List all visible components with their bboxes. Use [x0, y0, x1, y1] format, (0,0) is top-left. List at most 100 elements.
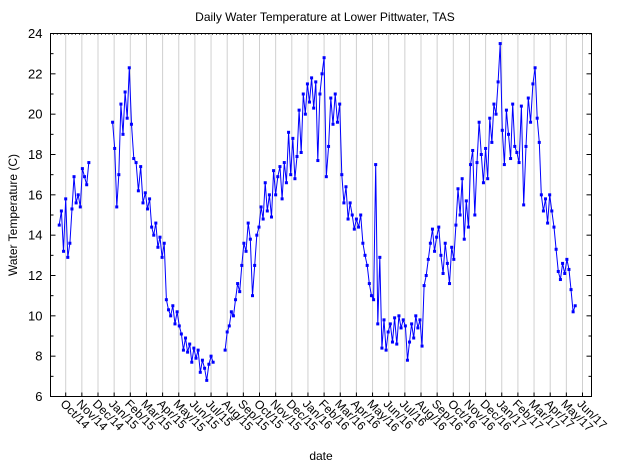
data-point — [481, 181, 485, 185]
data-point — [205, 378, 209, 382]
data-point — [242, 241, 246, 245]
data-point — [359, 213, 363, 217]
data-point — [70, 207, 74, 211]
data-point — [352, 227, 356, 231]
data-point — [403, 324, 407, 328]
data-series — [57, 42, 577, 382]
data-point — [291, 136, 295, 140]
data-point — [154, 221, 158, 225]
data-point — [410, 322, 414, 326]
data-point — [305, 82, 309, 86]
data-point — [308, 100, 312, 104]
data-point — [329, 96, 333, 100]
data-point — [498, 42, 502, 46]
data-point — [340, 173, 344, 177]
data-point — [548, 193, 552, 197]
data-point — [569, 288, 573, 292]
data-point — [152, 233, 156, 237]
data-point — [426, 257, 430, 261]
data-point — [240, 263, 244, 267]
data-point — [517, 161, 521, 165]
data-point — [513, 144, 517, 148]
data-point — [552, 225, 556, 229]
series-line — [224, 43, 576, 361]
data-point — [454, 223, 458, 227]
data-point — [318, 92, 322, 96]
data-point — [386, 330, 390, 334]
y-tick-label: 10 — [28, 308, 42, 323]
data-point — [439, 253, 443, 257]
data-point — [83, 175, 87, 179]
data-point — [188, 342, 192, 346]
data-point — [531, 82, 535, 86]
data-point — [509, 157, 513, 161]
data-point — [445, 261, 449, 265]
data-point — [515, 150, 519, 154]
data-point — [134, 161, 138, 165]
data-point — [74, 201, 78, 205]
data-point — [289, 173, 293, 177]
y-tick-label: 8 — [35, 349, 42, 364]
data-point — [408, 340, 412, 344]
data-point — [287, 130, 291, 134]
data-point — [573, 304, 577, 308]
data-point — [563, 271, 567, 275]
data-point — [164, 298, 168, 302]
data-point — [350, 213, 354, 217]
data-point — [558, 278, 562, 282]
data-point — [490, 140, 494, 144]
y-axis-label: Water Temperature (C) — [6, 154, 20, 276]
data-point — [357, 225, 361, 229]
data-point — [486, 177, 490, 181]
data-point — [484, 146, 488, 150]
data-point — [203, 366, 207, 370]
data-point — [433, 249, 437, 253]
data-point — [136, 189, 140, 193]
data-point — [119, 102, 123, 106]
data-point — [430, 227, 434, 231]
data-point — [324, 175, 328, 179]
data-point — [414, 314, 418, 318]
data-point — [437, 225, 441, 229]
data-point — [156, 245, 160, 249]
y-tick-label: 24 — [28, 26, 42, 41]
data-point — [299, 150, 303, 154]
data-point — [284, 181, 288, 185]
data-point — [378, 255, 382, 259]
data-point — [179, 332, 183, 336]
x-axis-label: date — [309, 449, 333, 463]
data-point — [466, 225, 470, 229]
data-point — [448, 282, 452, 286]
data-point — [561, 261, 565, 265]
data-point — [169, 314, 173, 318]
data-point — [348, 201, 352, 205]
data-point — [550, 209, 554, 213]
data-point — [111, 120, 115, 124]
data-point — [253, 263, 257, 267]
data-point — [335, 120, 339, 124]
data-point — [363, 253, 367, 257]
data-point — [229, 310, 233, 314]
data-point — [194, 356, 198, 360]
data-point — [544, 197, 548, 201]
y-tick-label: 18 — [28, 147, 42, 162]
data-point — [382, 318, 386, 322]
data-point — [435, 235, 439, 239]
data-point — [565, 257, 569, 261]
data-point — [441, 271, 445, 275]
data-point — [238, 290, 242, 294]
data-point — [139, 165, 143, 169]
data-point — [541, 209, 545, 213]
data-point — [303, 112, 307, 116]
data-point — [519, 104, 523, 108]
data-point — [460, 177, 464, 181]
data-point — [496, 80, 500, 84]
data-point — [78, 205, 82, 209]
data-point — [316, 159, 320, 163]
data-point — [59, 209, 63, 213]
data-point — [312, 106, 316, 110]
data-point — [200, 358, 204, 362]
data-point — [117, 173, 121, 177]
data-point — [223, 348, 227, 352]
